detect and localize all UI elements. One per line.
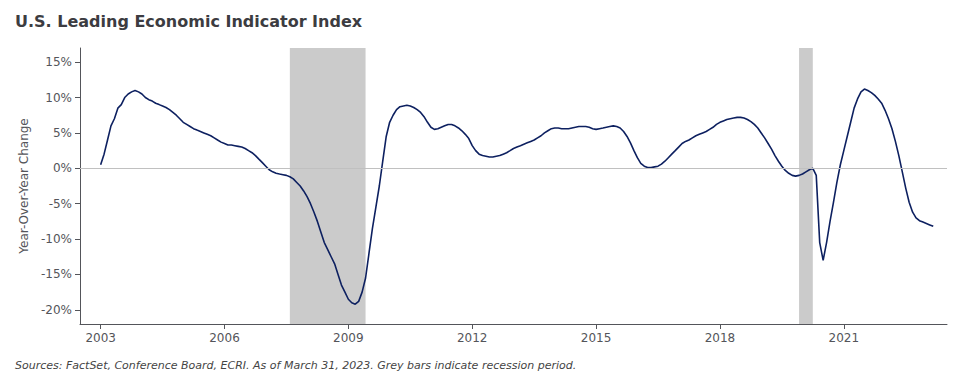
svg-text:2003: 2003 — [85, 331, 116, 345]
svg-text:15%: 15% — [45, 55, 72, 69]
svg-text:2015: 2015 — [581, 331, 612, 345]
svg-text:Sources: FactSet, Conference B: Sources: FactSet, Conference Board, ECRI… — [15, 359, 576, 372]
svg-text:U.S. Leading Economic Indicato: U.S. Leading Economic Indicator Index — [15, 12, 363, 31]
svg-text:Year-Over-Year Change: Year-Over-Year Change — [17, 118, 31, 254]
svg-text:0%: 0% — [53, 161, 72, 175]
svg-text:2006: 2006 — [209, 331, 240, 345]
svg-text:-10%: -10% — [41, 232, 72, 246]
svg-text:5%: 5% — [53, 126, 72, 140]
svg-text:-20%: -20% — [41, 303, 72, 317]
svg-text:2021: 2021 — [829, 331, 860, 345]
svg-text:-5%: -5% — [49, 197, 72, 211]
svg-text:2018: 2018 — [705, 331, 736, 345]
svg-text:-15%: -15% — [41, 267, 72, 281]
svg-text:10%: 10% — [45, 91, 72, 105]
svg-text:2012: 2012 — [457, 331, 488, 345]
svg-text:2009: 2009 — [333, 331, 364, 345]
